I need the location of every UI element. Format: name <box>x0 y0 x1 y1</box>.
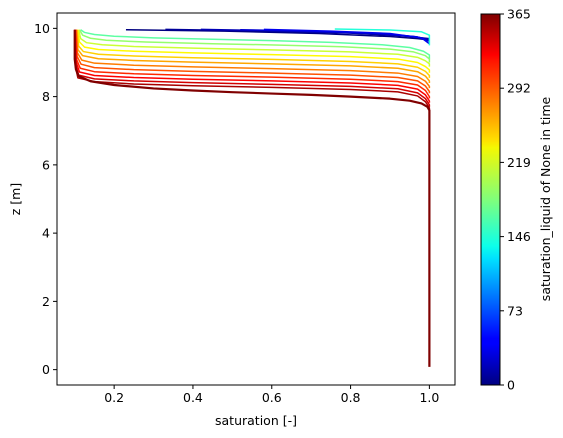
series-line <box>75 29 431 94</box>
colorbar-tick-label: 0 <box>507 378 515 393</box>
y-axis-label: z [m] <box>8 183 23 215</box>
x-tick-label: 0.4 <box>183 390 203 405</box>
series-line <box>75 29 431 89</box>
x-tick-label: 0.6 <box>262 390 282 405</box>
series-line <box>77 29 431 67</box>
plot-lines <box>73 28 431 367</box>
y-tick-label: 4 <box>42 226 50 241</box>
colorbar-tick-label: 73 <box>507 303 523 318</box>
x-axis: 0.2 0.4 0.6 0.8 1.0 <box>104 385 439 405</box>
series-line <box>125 28 430 41</box>
series-line <box>263 28 430 45</box>
series-line <box>80 29 431 60</box>
series-line <box>74 29 431 99</box>
y-tick-label: 0 <box>42 362 50 377</box>
series-line <box>78 29 431 63</box>
colorbar <box>481 14 500 385</box>
plot-frame <box>56 12 456 386</box>
x-tick-label: 0.2 <box>104 390 124 405</box>
series-line <box>76 29 431 78</box>
colorbar-tick-label: 219 <box>507 155 531 170</box>
colorbar-label: saturation_liquid of None in time <box>538 96 553 301</box>
colorbar-tick-label: 365 <box>507 7 531 22</box>
colorbar-frame <box>480 13 501 386</box>
series-line <box>77 29 431 73</box>
series-line <box>75 29 431 83</box>
series-line <box>73 29 431 367</box>
y-tick-label: 10 <box>34 21 50 36</box>
series-line <box>73 29 431 110</box>
y-axis: 0 2 4 6 8 10 <box>34 21 57 377</box>
colorbar-axis: 0 73 146 219 292 365 <box>500 7 531 393</box>
y-tick-label: 6 <box>42 157 50 172</box>
colorbar-tick-label: 292 <box>507 81 531 96</box>
x-tick-label: 0.8 <box>341 390 361 405</box>
series-line <box>74 29 431 103</box>
y-tick-label: 2 <box>42 294 50 309</box>
x-tick-label: 1.0 <box>419 390 439 405</box>
colorbar-tick-label: 146 <box>507 229 531 244</box>
series-line <box>334 28 431 46</box>
x-axis-label: saturation [-] <box>215 413 297 428</box>
y-tick-label: 8 <box>42 89 50 104</box>
